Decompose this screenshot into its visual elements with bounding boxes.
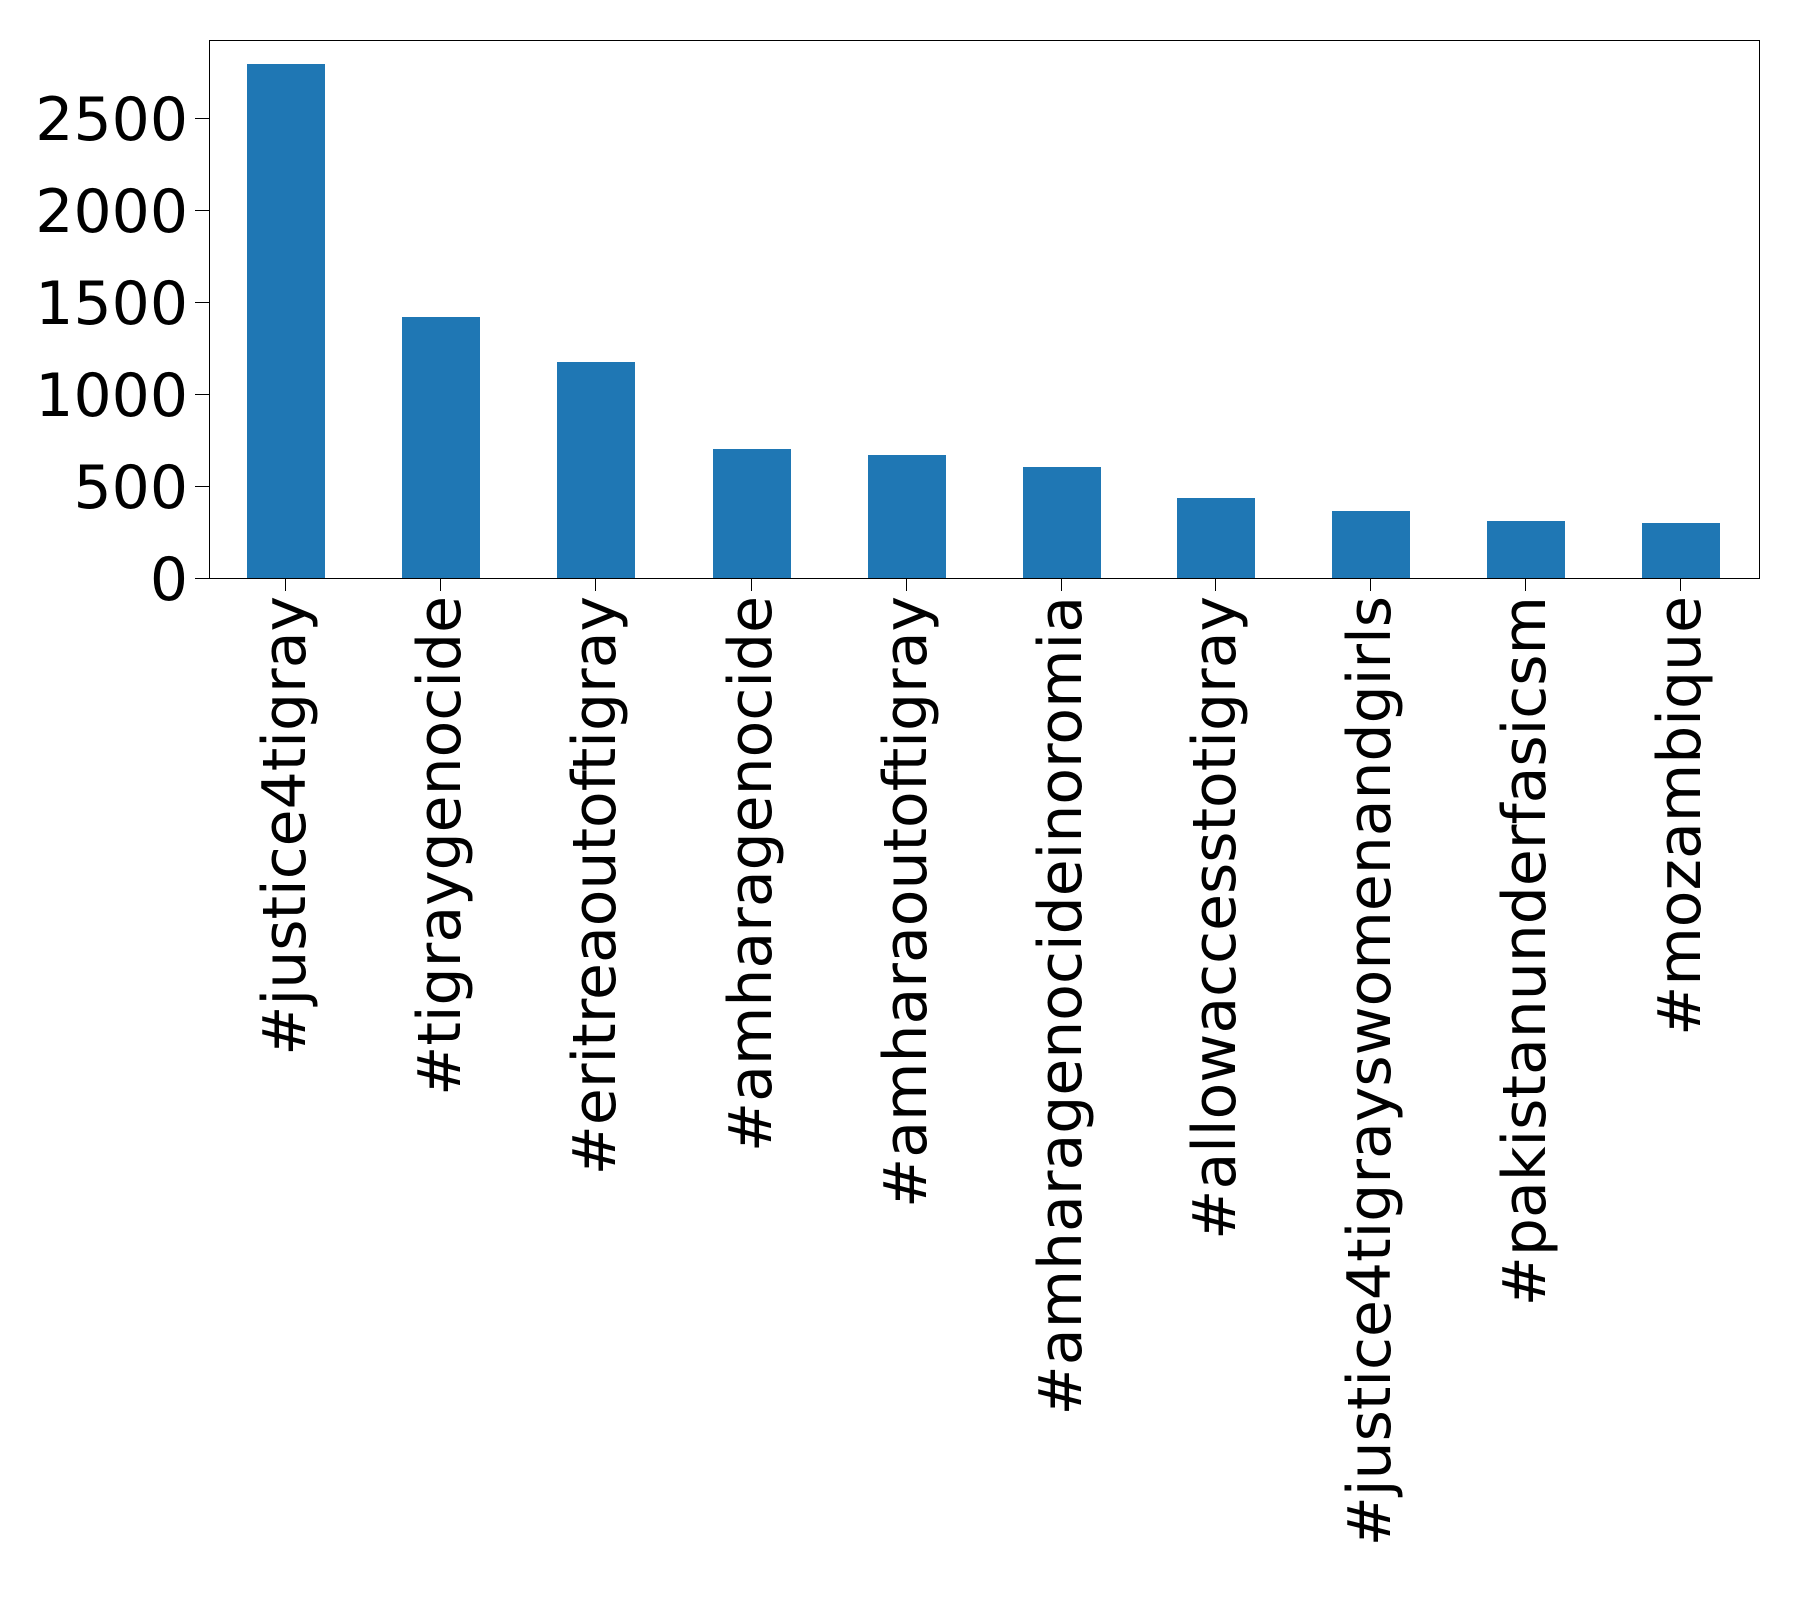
y-tick-mark (195, 578, 209, 579)
plot-area (209, 40, 1760, 579)
bar-amharagenocideinoromia (1023, 467, 1101, 578)
x-tick-mark (1525, 579, 1526, 591)
bar-allowaccesstotigray (1177, 498, 1255, 578)
y-tick-label: 1500 (35, 269, 188, 339)
y-tick-label: 1000 (35, 361, 188, 431)
y-tick-label: 0 (149, 545, 188, 615)
x-tick-mark (440, 579, 441, 591)
y-tick-mark (195, 118, 209, 119)
y-tick-mark (195, 210, 209, 211)
x-tick-label: #tigraygenocide (405, 596, 475, 1096)
x-tick-mark (1680, 579, 1681, 591)
bar-amharaoutoftigray (868, 455, 946, 578)
x-tick-mark (285, 579, 286, 591)
x-tick-label: #mozambique (1645, 596, 1715, 1036)
y-tick-label: 2000 (35, 177, 188, 247)
x-tick-mark (1215, 579, 1216, 591)
x-tick-label: #amharagenocideinoromia (1026, 596, 1096, 1416)
bar-amharagenocide (713, 449, 791, 578)
x-tick-label: #justice4tigrayswomenandgirls (1335, 596, 1405, 1547)
bar-eritreaoutoftigray (557, 362, 635, 578)
x-tick-label: #allowaccesstotigray (1180, 596, 1250, 1240)
x-tick-label: #pakistanunderfasicsm (1490, 596, 1560, 1307)
x-tick-label: #eritreaoutoftigray (560, 596, 630, 1176)
x-tick-mark (1061, 579, 1062, 591)
x-tick-label: #amharagenocide (716, 596, 786, 1153)
x-tick-mark (906, 579, 907, 591)
x-tick-mark (751, 579, 752, 591)
x-tick-mark (1370, 579, 1371, 591)
bar-mozambique (1642, 523, 1720, 578)
x-tick-label: #amharaoutoftigray (871, 596, 941, 1208)
bar-pakistanunderfasicsm (1487, 521, 1565, 578)
bar-justice4tigrayswomenandgirls (1332, 511, 1410, 578)
y-tick-mark (195, 394, 209, 395)
y-tick-label: 2500 (35, 85, 188, 155)
y-tick-label: 500 (73, 453, 188, 523)
y-tick-mark (195, 302, 209, 303)
bar-tigraygenocide (402, 317, 480, 578)
x-tick-mark (595, 579, 596, 591)
x-tick-label: #justice4tigray (250, 596, 320, 1056)
y-tick-mark (195, 486, 209, 487)
bar-justice4tigray (247, 64, 325, 578)
